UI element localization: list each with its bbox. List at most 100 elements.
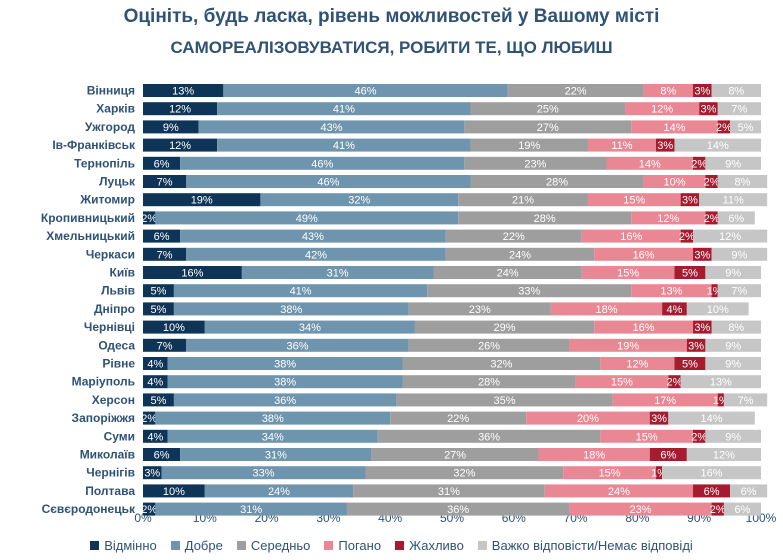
data-label: 24% <box>497 268 519 280</box>
bar-segment <box>143 302 174 316</box>
data-label: 15% <box>636 431 658 443</box>
bar-segment <box>155 502 347 516</box>
data-label: 49% <box>296 213 318 225</box>
data-label: 4% <box>147 431 163 443</box>
data-label: 10% <box>163 322 185 334</box>
data-label: 3% <box>682 195 698 207</box>
bar-segment <box>693 156 706 170</box>
bar-segment <box>575 375 669 389</box>
bar-segment <box>705 175 718 188</box>
data-label: 22% <box>565 86 587 98</box>
bar-segment <box>717 393 724 407</box>
data-label: 15% <box>623 195 645 207</box>
data-label: 24% <box>608 486 630 498</box>
category-label: Київ <box>110 266 135 280</box>
data-label: 4% <box>147 377 163 389</box>
data-label: 19% <box>191 195 213 207</box>
data-label: 21% <box>512 195 534 207</box>
bar-segment <box>390 411 527 425</box>
bar-segment <box>143 393 174 407</box>
bar-segment <box>143 357 168 370</box>
data-label: 7% <box>157 177 173 189</box>
data-label: 33% <box>518 286 540 298</box>
chart-title: Оцініть, будь ласка, рівень можливостей … <box>123 6 660 27</box>
data-label: 12% <box>651 104 673 116</box>
data-label: 3% <box>688 340 704 352</box>
category-label: Львів <box>101 284 135 298</box>
data-label: 36% <box>478 431 500 443</box>
bar-segment <box>260 193 459 207</box>
category-label: Ужгород <box>85 120 135 134</box>
bar-segment <box>711 284 718 298</box>
category-label: Дніпро <box>94 302 135 316</box>
bar-segment <box>143 138 218 152</box>
bar-segment <box>717 120 731 134</box>
data-label: 14% <box>663 122 685 134</box>
data-label: 12% <box>657 213 679 225</box>
data-label: 34% <box>262 431 284 443</box>
bar-segment <box>445 247 595 261</box>
data-label: 9% <box>725 158 741 170</box>
bar-segment <box>180 156 465 170</box>
bar-segment <box>680 193 700 207</box>
data-label: 14% <box>707 140 729 152</box>
data-label: 16% <box>633 322 655 334</box>
data-label: 19% <box>518 140 540 152</box>
data-label: 5% <box>682 359 698 371</box>
data-label: 36% <box>286 340 308 352</box>
data-label: 10% <box>163 486 185 498</box>
legend-swatch <box>324 541 334 550</box>
data-label: 9% <box>725 268 741 280</box>
bar-segment <box>143 411 156 425</box>
bar-segment <box>699 193 768 207</box>
bar-segment <box>717 102 761 116</box>
bar-segment <box>143 193 261 207</box>
category-label: Черкаси <box>86 247 135 261</box>
bar-segment <box>433 266 582 279</box>
bar-segment <box>155 211 459 225</box>
data-label: 9% <box>725 340 741 352</box>
data-label: 9% <box>725 359 741 371</box>
bar-segment <box>167 429 378 443</box>
data-label: 41% <box>333 140 355 152</box>
bar-segment <box>371 448 539 461</box>
bar-segment <box>705 338 761 352</box>
data-label: 38% <box>274 377 296 389</box>
data-label: 18% <box>583 450 605 462</box>
legend-swatch <box>236 541 246 550</box>
category-label: Тернопіль <box>74 156 135 170</box>
bar-segment <box>408 302 551 316</box>
bar-segment <box>143 284 174 298</box>
data-label: 42% <box>305 249 327 261</box>
data-label: 5% <box>150 304 166 316</box>
bar-segment <box>365 466 564 480</box>
data-label: 43% <box>320 122 342 134</box>
bar-segment <box>458 193 588 207</box>
bar-segment <box>346 502 570 516</box>
data-label: 3% <box>701 104 717 116</box>
data-label: 11% <box>723 195 744 207</box>
bar-segment <box>143 502 156 516</box>
bar-segment <box>631 211 706 225</box>
data-label: 35% <box>494 395 516 407</box>
data-label: 2% <box>691 158 707 170</box>
data-label: 6% <box>728 213 744 225</box>
data-label: 10% <box>663 177 685 189</box>
bar-segment <box>680 229 694 243</box>
data-label: 6% <box>704 486 720 498</box>
data-label: 6% <box>741 486 757 498</box>
bar-segment <box>730 120 761 134</box>
data-label: 8% <box>735 177 751 189</box>
data-label: 16% <box>701 468 723 480</box>
data-label: 3% <box>694 322 710 334</box>
data-label: 2% <box>716 122 732 134</box>
data-label: 7% <box>157 340 173 352</box>
bar-segment <box>699 102 718 116</box>
legend-swatch <box>170 541 180 550</box>
bar-segment <box>217 138 471 152</box>
bar-segment <box>167 357 403 370</box>
bar-segment <box>631 120 718 134</box>
legend-swatch <box>395 541 405 550</box>
bar-segment <box>143 120 199 134</box>
bar-segment <box>674 357 706 370</box>
